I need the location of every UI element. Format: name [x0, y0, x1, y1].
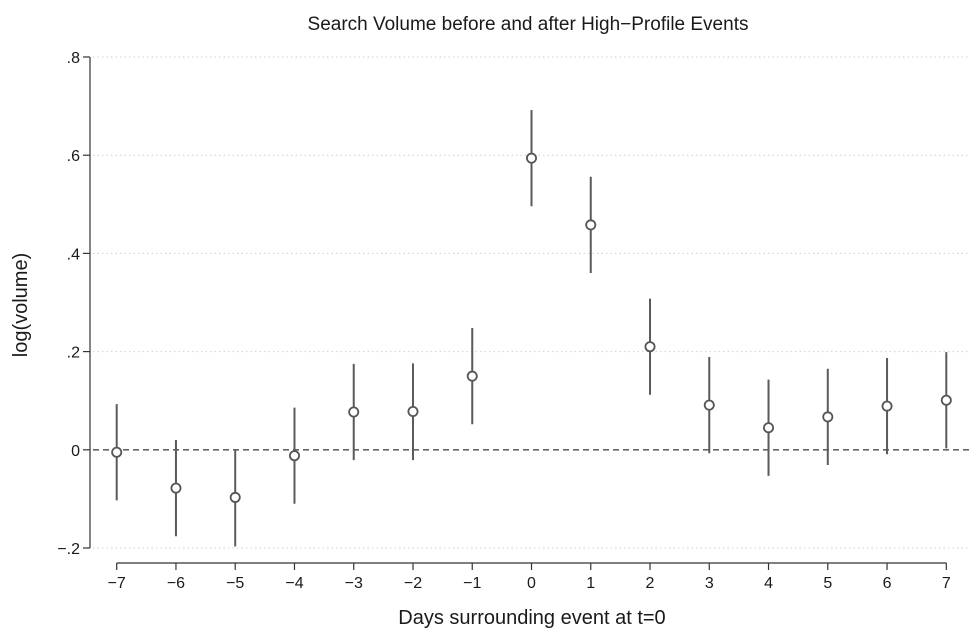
x-tick-label: 3: [705, 575, 714, 592]
y-tick-label: .2: [67, 345, 80, 362]
data-point: [170, 482, 182, 494]
data-point: [407, 406, 419, 418]
data-point: [229, 491, 241, 503]
data-point: [644, 341, 656, 353]
x-tick-label: 4: [764, 575, 773, 592]
error-bars: [115, 110, 948, 547]
x-tick-label: 7: [942, 575, 951, 592]
y-axis: −.2 0 .2 .4 .6 .8: [57, 50, 91, 558]
x-tick-label: 2: [646, 575, 655, 592]
y-tick-label: −.2: [57, 541, 80, 558]
x-tick-label: −6: [167, 575, 185, 592]
x-tick-label: 6: [883, 575, 892, 592]
data-point: [348, 406, 360, 418]
x-tick-label: −1: [463, 575, 481, 592]
data-point: [526, 152, 538, 164]
data-point: [111, 446, 123, 458]
data-point: [822, 411, 834, 423]
chart-title: Search Volume before and after High−Prof…: [308, 14, 749, 35]
data-point: [288, 450, 300, 462]
data-point: [585, 219, 597, 231]
y-tick-label: .8: [67, 50, 80, 67]
x-tick-label: −3: [345, 575, 363, 592]
markers: [111, 152, 952, 503]
y-tick-label: 0: [71, 443, 80, 460]
data-point: [466, 370, 478, 382]
y-tick-label: .6: [67, 148, 80, 165]
x-tick-label: −4: [285, 575, 303, 592]
data-point: [940, 394, 952, 406]
x-axis: −7 −6 −5 −4 −3 −2 −1 0 1 2 3 4 5 6 7: [108, 562, 951, 592]
x-tick-label: 1: [586, 575, 595, 592]
x-tick-label: 5: [823, 575, 832, 592]
data-point: [763, 422, 775, 434]
x-tick-label: 0: [527, 575, 536, 592]
x-tick-label: −5: [226, 575, 244, 592]
x-tick-label: −2: [404, 575, 422, 592]
y-tick-label: .4: [67, 246, 80, 263]
y-axis-title: log(volume): [10, 253, 32, 357]
data-point: [881, 400, 893, 412]
data-point: [703, 399, 715, 411]
x-tick-label: −7: [108, 575, 126, 592]
x-axis-title: Days surrounding event at t=0: [398, 607, 665, 629]
